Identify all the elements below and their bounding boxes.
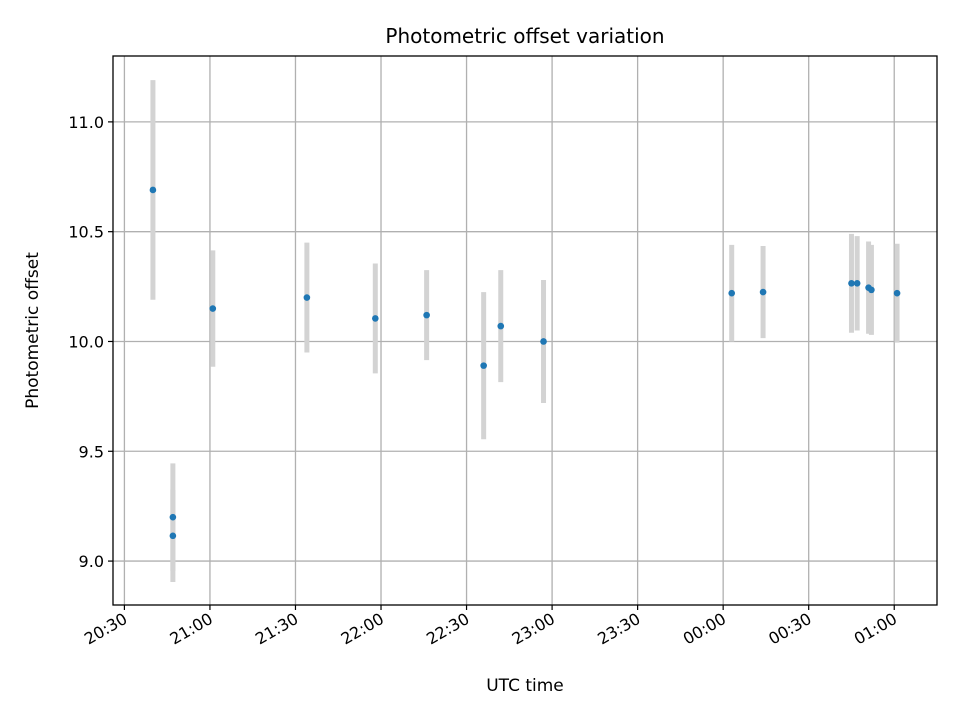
x-tick-label: 22:30 bbox=[423, 609, 472, 649]
y-tick-label: 9.5 bbox=[79, 442, 104, 461]
plot-frame bbox=[112, 55, 938, 606]
x-axis-label: UTC time bbox=[486, 676, 564, 696]
data-point bbox=[480, 362, 487, 369]
x-tick-label: 01:00 bbox=[851, 609, 900, 649]
x-tick-label: 22:00 bbox=[338, 609, 387, 649]
data-point bbox=[497, 322, 505, 330]
data-point bbox=[540, 338, 547, 345]
x-tick-label: 21:00 bbox=[167, 609, 216, 649]
data-point bbox=[303, 294, 311, 301]
y-tick-label: 11.0 bbox=[68, 113, 104, 132]
data-point bbox=[759, 288, 767, 296]
x-tick-label: 00:00 bbox=[680, 609, 729, 649]
data-point bbox=[853, 279, 861, 287]
data-points bbox=[149, 186, 901, 540]
data-point bbox=[868, 286, 875, 294]
y-tick-label: 10.5 bbox=[68, 223, 104, 242]
chart-title: Photometric offset variation bbox=[385, 24, 664, 48]
data-point bbox=[372, 315, 379, 322]
x-tick-label: 23:30 bbox=[594, 609, 643, 649]
y-tick-label: 9.0 bbox=[79, 552, 104, 571]
data-point bbox=[169, 532, 177, 540]
x-tick-label: 00:30 bbox=[765, 609, 814, 649]
data-point bbox=[893, 289, 901, 297]
data-point bbox=[169, 513, 177, 521]
y-tick-label: 10.0 bbox=[68, 332, 104, 351]
x-tick-label: 23:00 bbox=[509, 609, 558, 649]
grid bbox=[113, 56, 937, 605]
x-axis-ticks: 20:30 21:00 21:30 22:00 22:30 23:00 23:30 00:00… bbox=[81, 605, 900, 649]
x-tick-label: 21:30 bbox=[252, 609, 301, 649]
y-axis-label: Photometric offset bbox=[23, 252, 43, 409]
data-point bbox=[728, 289, 736, 297]
x-tick-label: 20:30 bbox=[81, 609, 130, 649]
y-axis-ticks: 9.0 9.5 10.0 10.5 11.0 bbox=[68, 113, 113, 571]
data-point bbox=[423, 311, 430, 319]
data-point bbox=[209, 305, 217, 312]
data-point bbox=[149, 186, 157, 194]
data-point bbox=[848, 279, 855, 287]
error-bars bbox=[150, 80, 900, 582]
